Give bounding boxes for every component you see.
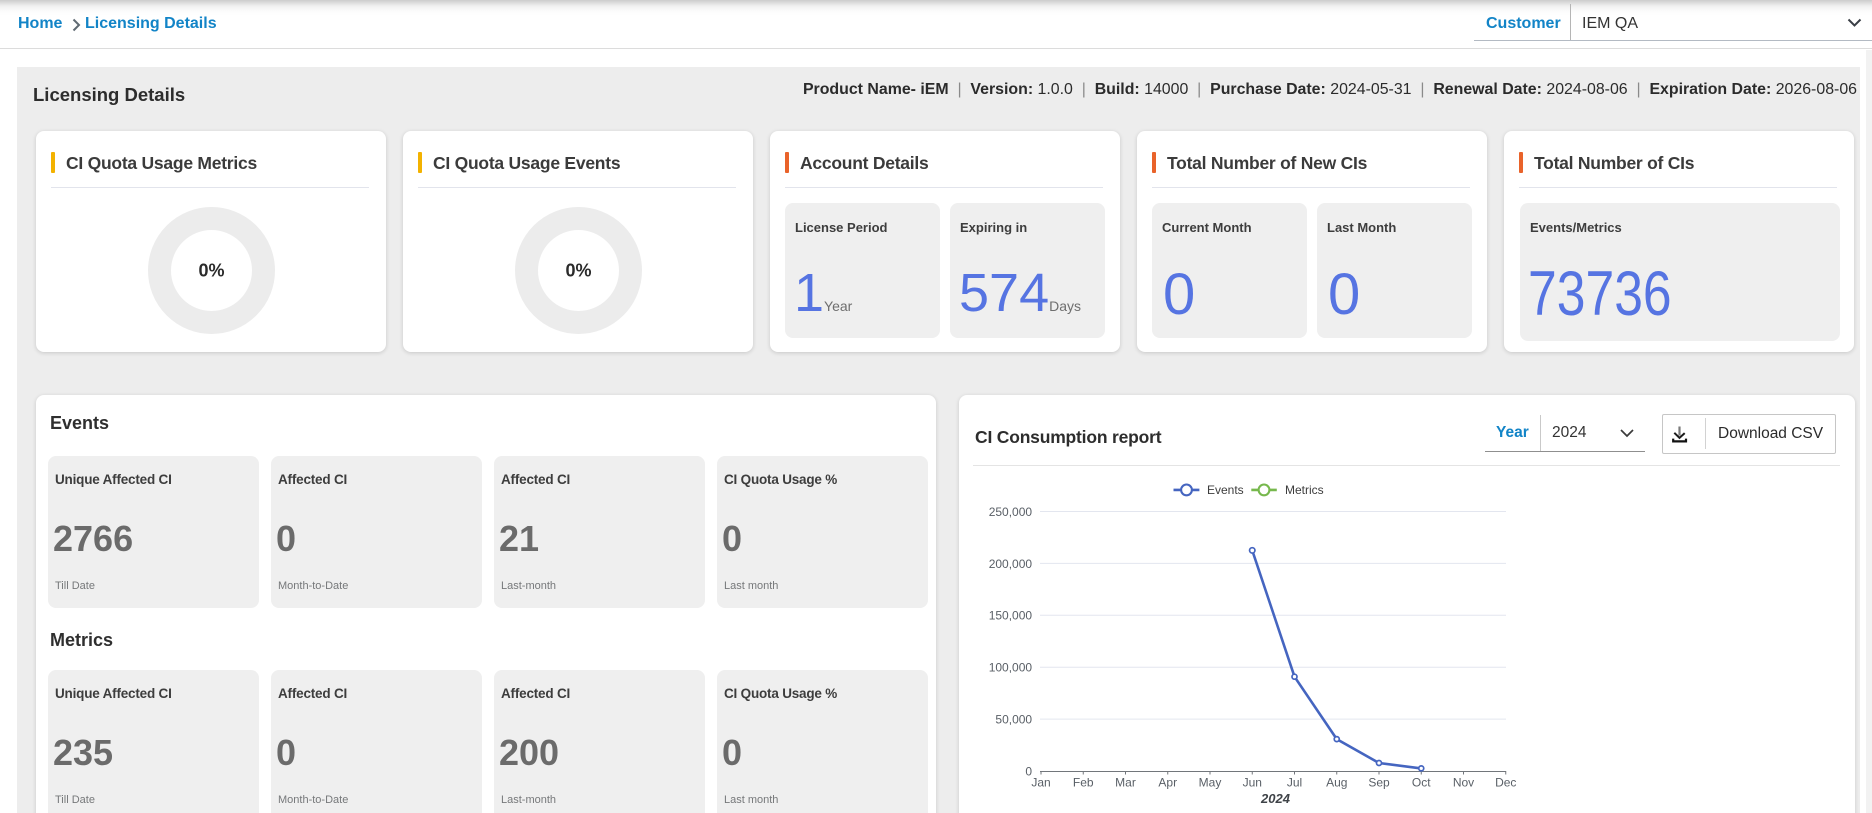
svg-text:150,000: 150,000 bbox=[989, 609, 1033, 623]
svg-text:Metrics: Metrics bbox=[1285, 483, 1324, 497]
svg-text:Aug: Aug bbox=[1326, 775, 1347, 789]
svg-text:Events: Events bbox=[1207, 483, 1244, 497]
svg-text:100,000: 100,000 bbox=[989, 661, 1033, 675]
svg-text:Jun: Jun bbox=[1243, 775, 1262, 789]
svg-text:Dec: Dec bbox=[1495, 775, 1516, 789]
svg-text:2024: 2024 bbox=[1260, 791, 1291, 806]
svg-text:Nov: Nov bbox=[1453, 775, 1474, 789]
svg-text:Jan: Jan bbox=[1031, 775, 1050, 789]
svg-text:0: 0 bbox=[1025, 764, 1032, 778]
svg-text:May: May bbox=[1199, 775, 1222, 789]
svg-text:Jul: Jul bbox=[1287, 775, 1302, 789]
svg-text:200,000: 200,000 bbox=[989, 557, 1033, 571]
svg-text:Oct: Oct bbox=[1412, 775, 1431, 789]
svg-text:Mar: Mar bbox=[1115, 775, 1136, 789]
svg-text:Apr: Apr bbox=[1158, 775, 1177, 789]
svg-text:50,000: 50,000 bbox=[995, 713, 1032, 727]
svg-text:Sep: Sep bbox=[1368, 775, 1390, 789]
svg-text:Feb: Feb bbox=[1073, 775, 1094, 789]
svg-text:250,000: 250,000 bbox=[989, 505, 1033, 519]
